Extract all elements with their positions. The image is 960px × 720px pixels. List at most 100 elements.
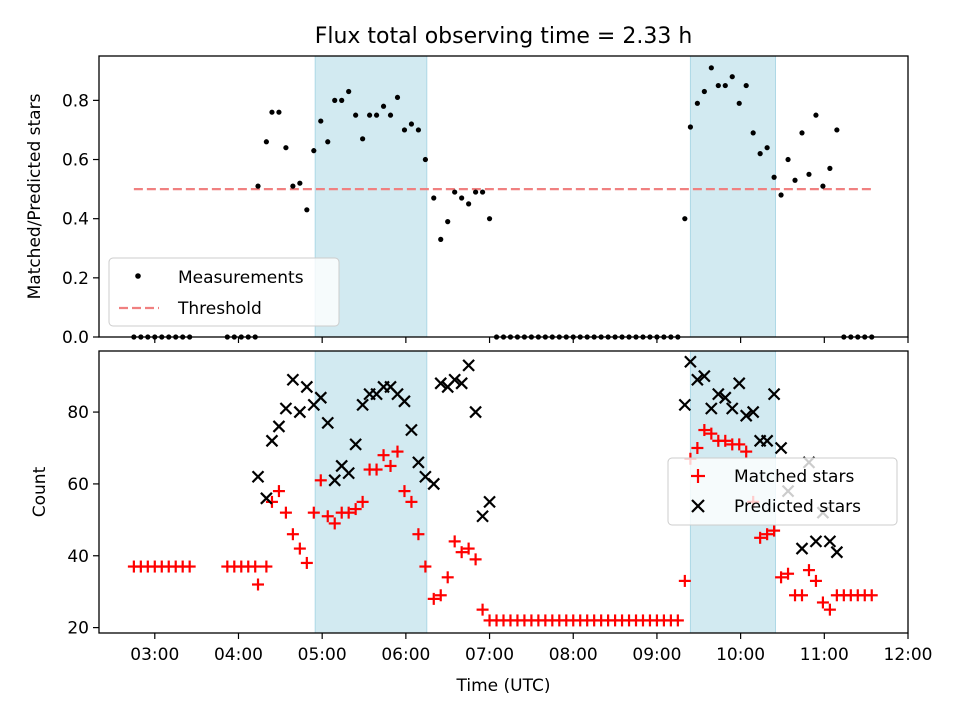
matched-star-point xyxy=(775,571,788,584)
measurement-point xyxy=(701,88,707,95)
legend-measurements-marker xyxy=(135,273,141,279)
x-tick-label: 11:00 xyxy=(800,645,849,665)
measurement-point xyxy=(785,156,791,163)
measurement-point xyxy=(708,65,714,71)
bottom-plot-frame xyxy=(98,350,909,634)
y-tick-label: 80 xyxy=(67,403,89,423)
matched-star-point xyxy=(865,589,878,602)
x-tick-label: 03:00 xyxy=(130,645,179,665)
matched-star-point xyxy=(314,474,327,487)
matched-star-point xyxy=(441,571,454,584)
matched-star-point xyxy=(279,506,292,519)
top-panel: 0.00.20.40.60.8 Matched/Predicted stars … xyxy=(25,55,909,348)
measurement-point xyxy=(263,139,269,145)
x-tick-label: 07:00 xyxy=(465,645,514,665)
measurement-point xyxy=(311,148,317,154)
measurement-point xyxy=(722,82,728,89)
matched-star-point xyxy=(370,463,383,476)
y-tick-label: 20 xyxy=(67,619,89,639)
matched-star-point xyxy=(252,578,265,591)
predicted-star-point xyxy=(251,470,265,484)
matched-star-point xyxy=(419,560,432,573)
matched-star-point xyxy=(398,485,411,498)
matched-star-point xyxy=(823,603,836,616)
predicted-star-point xyxy=(739,409,753,422)
measurement-point xyxy=(764,145,770,151)
predicted-star-point xyxy=(712,387,725,401)
predicted-star-point xyxy=(412,456,425,469)
measurement-point xyxy=(276,109,282,115)
predicted-star-point xyxy=(483,495,496,509)
matched-star-point xyxy=(671,614,684,627)
measurement-points xyxy=(131,65,875,340)
measurement-point xyxy=(827,165,833,171)
predicted-star-point xyxy=(279,402,293,415)
predicted-star-point xyxy=(349,438,362,451)
measurement-point xyxy=(715,82,721,89)
measurement-point xyxy=(694,100,700,106)
legend-predicted-marker xyxy=(691,499,705,513)
measurement-point xyxy=(473,189,479,195)
bottom-y-axis-label: Count xyxy=(30,466,50,517)
predicted-star-point xyxy=(286,373,300,387)
matched-star-point xyxy=(816,596,829,609)
predicted-star-point xyxy=(732,377,746,390)
matched-star-point xyxy=(321,510,334,523)
measurement-point xyxy=(757,151,763,157)
x-tick-label: 08:00 xyxy=(549,645,598,665)
top-x-ticks xyxy=(154,337,909,343)
measurement-point xyxy=(466,201,472,207)
measurement-point xyxy=(255,183,261,189)
bottom-y-ticks: 20 40 60 80 xyxy=(67,403,99,639)
measurement-point xyxy=(834,127,840,133)
matched-star-point xyxy=(462,542,475,555)
x-tick-label: 05:00 xyxy=(298,645,347,665)
matched-star-point xyxy=(307,506,320,519)
measurement-point xyxy=(283,145,289,151)
top-y-ticks: 0.0 0.2 0.4 0.6 0.8 xyxy=(62,91,99,348)
predicted-star-point xyxy=(746,405,760,419)
legend-measurements-label: Measurements xyxy=(178,268,304,288)
x-tick-label: 12:00 xyxy=(884,645,933,665)
measurement-point xyxy=(415,127,422,133)
predicted-star-point xyxy=(427,477,441,491)
matched-star-point xyxy=(260,560,273,573)
legend-matched-label: Matched stars xyxy=(734,467,854,487)
measurement-point xyxy=(346,88,352,95)
measurement-point xyxy=(479,189,486,195)
predicted-star-point xyxy=(469,405,482,419)
measurement-point xyxy=(799,130,805,136)
predicted-star-point xyxy=(462,359,475,372)
measurement-point xyxy=(459,195,465,201)
matched-star-point xyxy=(698,424,711,437)
matched-star-point xyxy=(384,459,397,472)
matched-star-point xyxy=(328,517,341,530)
matched-star-point xyxy=(768,524,781,537)
predicted-star-point xyxy=(678,398,692,412)
predicted-star-point xyxy=(448,373,461,387)
x-tick-label: 04:00 xyxy=(214,645,263,665)
measurement-point xyxy=(408,121,415,127)
legend-threshold-label: Threshold xyxy=(177,299,262,319)
measurement-point xyxy=(445,219,451,225)
matched-star-point xyxy=(719,434,732,447)
matched-star-point xyxy=(733,438,746,451)
predicted-star-point xyxy=(398,395,411,408)
predicted-star-point xyxy=(705,402,718,415)
predicted-star-point xyxy=(265,434,279,448)
y-tick-label: 60 xyxy=(67,475,89,495)
matched-star-point xyxy=(249,560,262,573)
predicted-star-point xyxy=(455,377,468,390)
predicted-star-point xyxy=(300,380,314,394)
measurement-point xyxy=(743,82,749,89)
bottom-legend[interactable]: Matched stars Predicted stars xyxy=(667,457,898,526)
measurement-point xyxy=(729,74,735,80)
measurement-point xyxy=(373,112,380,118)
matched-star-point xyxy=(448,535,461,548)
matched-star-point xyxy=(455,546,468,559)
shaded-interval xyxy=(689,55,776,338)
matched-stars-points xyxy=(127,424,878,627)
matched-star-point xyxy=(356,495,369,508)
predicted-star-point xyxy=(823,535,837,548)
top-legend[interactable]: Measurements Threshold xyxy=(108,257,340,327)
